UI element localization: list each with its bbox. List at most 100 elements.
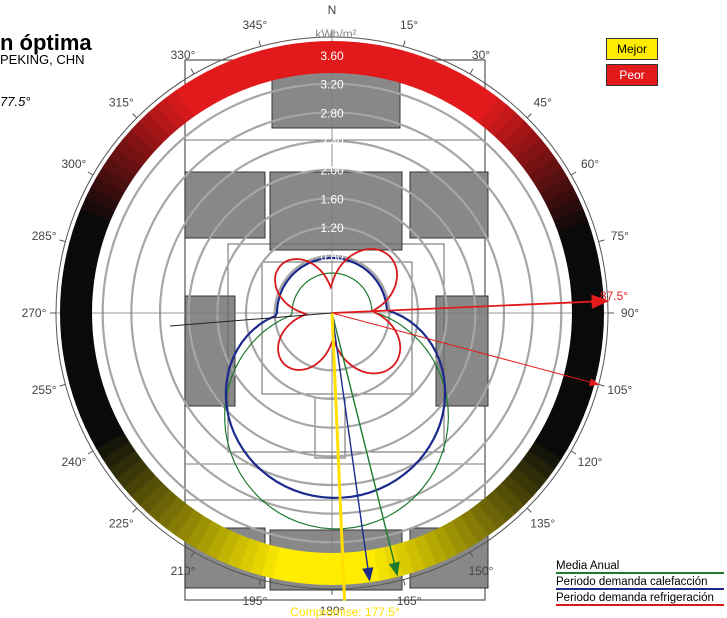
ring-segment — [72, 219, 107, 241]
cooling-optimum-label: 87.5° — [600, 289, 628, 303]
ring-segment — [185, 515, 212, 549]
angle-label: 90° — [621, 306, 639, 320]
ring-segment — [571, 323, 604, 338]
ring-segment — [217, 61, 241, 96]
direction-arrows — [169, 294, 610, 601]
ring-segment — [238, 53, 261, 88]
ring-segment — [62, 265, 96, 282]
angle-label: 30° — [472, 48, 490, 62]
angle-label: 165° — [397, 594, 422, 608]
angle-label: 195° — [242, 594, 267, 608]
ring-segment — [60, 323, 93, 337]
ring-segment — [534, 166, 568, 194]
ring-segment — [563, 242, 598, 262]
ring-segment — [539, 423, 574, 450]
compromise-line — [330, 312, 347, 601]
ring-segment — [501, 475, 533, 506]
angle-tick — [526, 507, 532, 513]
angle-label: 45° — [534, 95, 552, 109]
worst-legend-box: Peor — [606, 64, 658, 86]
ring-segment — [549, 404, 584, 429]
ring-segment — [66, 364, 101, 384]
ring-segment — [433, 525, 458, 560]
ring-segment — [544, 414, 579, 440]
ring-segment — [486, 104, 517, 137]
radial-tick-label: 1.60 — [320, 192, 344, 206]
ring-segment — [66, 242, 101, 262]
ring-segment — [175, 83, 204, 117]
angle-label: 285° — [32, 229, 57, 243]
ring-segment — [72, 384, 107, 407]
ring-segment — [131, 120, 163, 151]
ring-segment — [485, 489, 516, 522]
ring-segment — [508, 467, 541, 498]
ring-segment — [96, 166, 130, 193]
ring-segment — [166, 89, 195, 123]
ring-segment — [413, 534, 437, 569]
ring-segment — [205, 525, 231, 560]
best-legend-box: Mejor — [606, 38, 658, 60]
ring-segment — [60, 288, 93, 303]
legend-swatch — [556, 572, 724, 574]
ring-segment — [90, 423, 125, 449]
reference-line — [169, 312, 333, 327]
ring-segment — [423, 61, 448, 96]
angle-tick — [258, 40, 262, 47]
radial-tick-label: 1.20 — [320, 221, 344, 235]
angle-label: 240° — [62, 455, 87, 469]
ring-segment — [139, 482, 170, 514]
ring-segment — [373, 45, 392, 79]
ring-segment — [108, 450, 142, 479]
ring-segment — [227, 534, 250, 569]
ring-segment — [116, 137, 149, 167]
ring-segment — [553, 208, 588, 232]
legend-label: Periodo demanda refrigeración — [556, 592, 714, 604]
ring-segment — [238, 538, 260, 573]
ring-segment — [320, 41, 333, 74]
legend-label: Periodo demanda calefacción — [556, 576, 708, 588]
ring-segment — [296, 550, 312, 584]
ring-segment — [469, 90, 498, 123]
ring-segment — [560, 231, 595, 252]
ring-segment — [553, 395, 588, 418]
ring-segment — [206, 66, 231, 101]
ring-segment — [261, 47, 281, 82]
angle-tick — [402, 579, 406, 586]
ring-segment — [296, 41, 312, 76]
angle-tick — [87, 171, 94, 176]
ring-segment — [185, 77, 213, 111]
ring-segment — [216, 530, 241, 565]
angle-label: 315° — [109, 95, 134, 109]
angle-tick — [87, 450, 94, 455]
ring-segment — [442, 71, 469, 106]
ring-segment — [477, 496, 507, 530]
angle-tick — [469, 68, 474, 75]
ring-segment — [478, 97, 508, 130]
ring-segment — [62, 343, 96, 361]
angle-tick — [132, 113, 138, 119]
angle-label: 225° — [109, 517, 134, 531]
legend-item-cooling: Periodo demanda refrigeración — [556, 592, 724, 606]
ring-segment — [394, 50, 415, 85]
ring-segment — [147, 489, 178, 522]
chart-labels: 0.80 1.20 1.60 2.00 2.40 2.80 3.20 3.60 kWh/m² 15… — [22, 3, 640, 618]
ring-segment — [131, 474, 163, 506]
angle-label: 300° — [62, 157, 87, 171]
ring-segment — [196, 71, 222, 106]
chart-title: n óptima — [0, 30, 92, 55]
angle-ticks — [50, 31, 614, 595]
angle-label: 345° — [242, 18, 267, 32]
optimal-angle-label: 77.5° — [0, 94, 31, 109]
ring-segment — [69, 230, 104, 251]
angle-label: 180° — [320, 604, 345, 618]
radial-tick-label: 3.20 — [320, 78, 344, 92]
curve-heating — [224, 256, 447, 500]
ring-segment — [249, 541, 270, 576]
ring-segment — [76, 208, 111, 231]
ring-segment — [433, 66, 459, 101]
radial-tick-label: 2.80 — [320, 106, 344, 120]
radial-tick-label: 3.60 — [320, 49, 344, 63]
ring-segment — [539, 177, 574, 203]
ring-segment — [284, 549, 301, 583]
ring-segment — [404, 53, 426, 88]
